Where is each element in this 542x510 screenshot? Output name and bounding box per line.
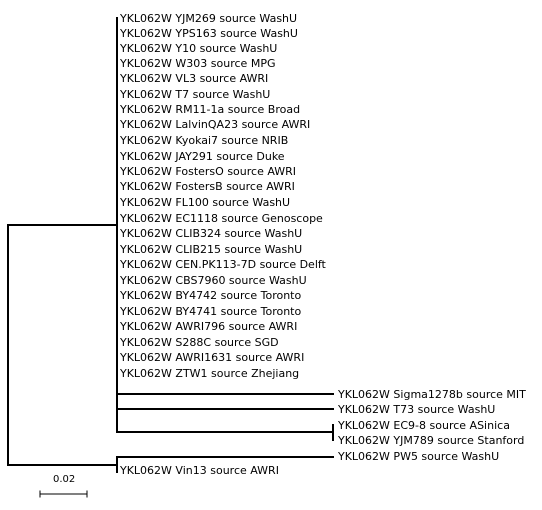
leaf-label: YKL062W FostersO source AWRI (119, 165, 296, 178)
leaf-label: YKL062W VL3 source AWRI (119, 72, 268, 85)
leaf-label: YKL062W FL100 source WashU (119, 196, 290, 209)
leaf-label: YKL062W W303 source MPG (119, 57, 275, 70)
leaf-label: YKL062W CLIB215 source WashU (119, 243, 302, 256)
leaf-label: YKL062W EC1118 source Genoscope (119, 212, 323, 225)
leaf-label: YKL062W Sigma1278b source MIT (337, 388, 526, 401)
leaf-label: YKL062W ZTW1 source Zhejiang (119, 367, 299, 380)
leaf-label: YKL062W T7 source WashU (119, 88, 270, 101)
leaf-label: YKL062W YJM269 source WashU (119, 12, 297, 25)
scale-bar-label: 0.02 (53, 474, 75, 485)
leaf-label: YKL062W FostersB source AWRI (119, 180, 295, 193)
leaf-label: YKL062W BY4741 source Toronto (119, 305, 301, 318)
leaf-label: YKL062W Kyokai7 source NRIB (119, 134, 288, 147)
leaf-label: YKL062W AWRI796 source AWRI (119, 320, 297, 333)
leaf-label: YKL062W AWRI1631 source AWRI (119, 351, 304, 364)
leaf-label: YKL062W LalvinQA23 source AWRI (119, 118, 310, 131)
leaf-label: YKL062W CLIB324 source WashU (119, 227, 302, 240)
leaf-label: YKL062W YJM789 source Stanford (337, 434, 524, 447)
leaf-label: YKL062W T73 source WashU (337, 403, 495, 416)
leaf-label: YKL062W Y10 source WashU (119, 42, 277, 55)
leaf-label: YKL062W Vin13 source AWRI (119, 464, 279, 477)
leaf-label: YKL062W YPS163 source WashU (119, 27, 298, 40)
leaf-label: YKL062W PW5 source WashU (337, 450, 499, 463)
leaf-label: YKL062W JAY291 source Duke (119, 150, 285, 163)
leaf-label: YKL062W BY4742 source Toronto (119, 289, 301, 302)
leaf-label: YKL062W S288C source SGD (119, 336, 279, 349)
leaf-label: YKL062W EC9-8 source ASinica (337, 419, 510, 432)
leaf-label: YKL062W CBS7960 source WashU (119, 274, 307, 287)
leaf-label: YKL062W CEN.PK113-7D source Delft (119, 258, 327, 271)
leaf-label: YKL062W RM11-1a source Broad (119, 103, 300, 116)
